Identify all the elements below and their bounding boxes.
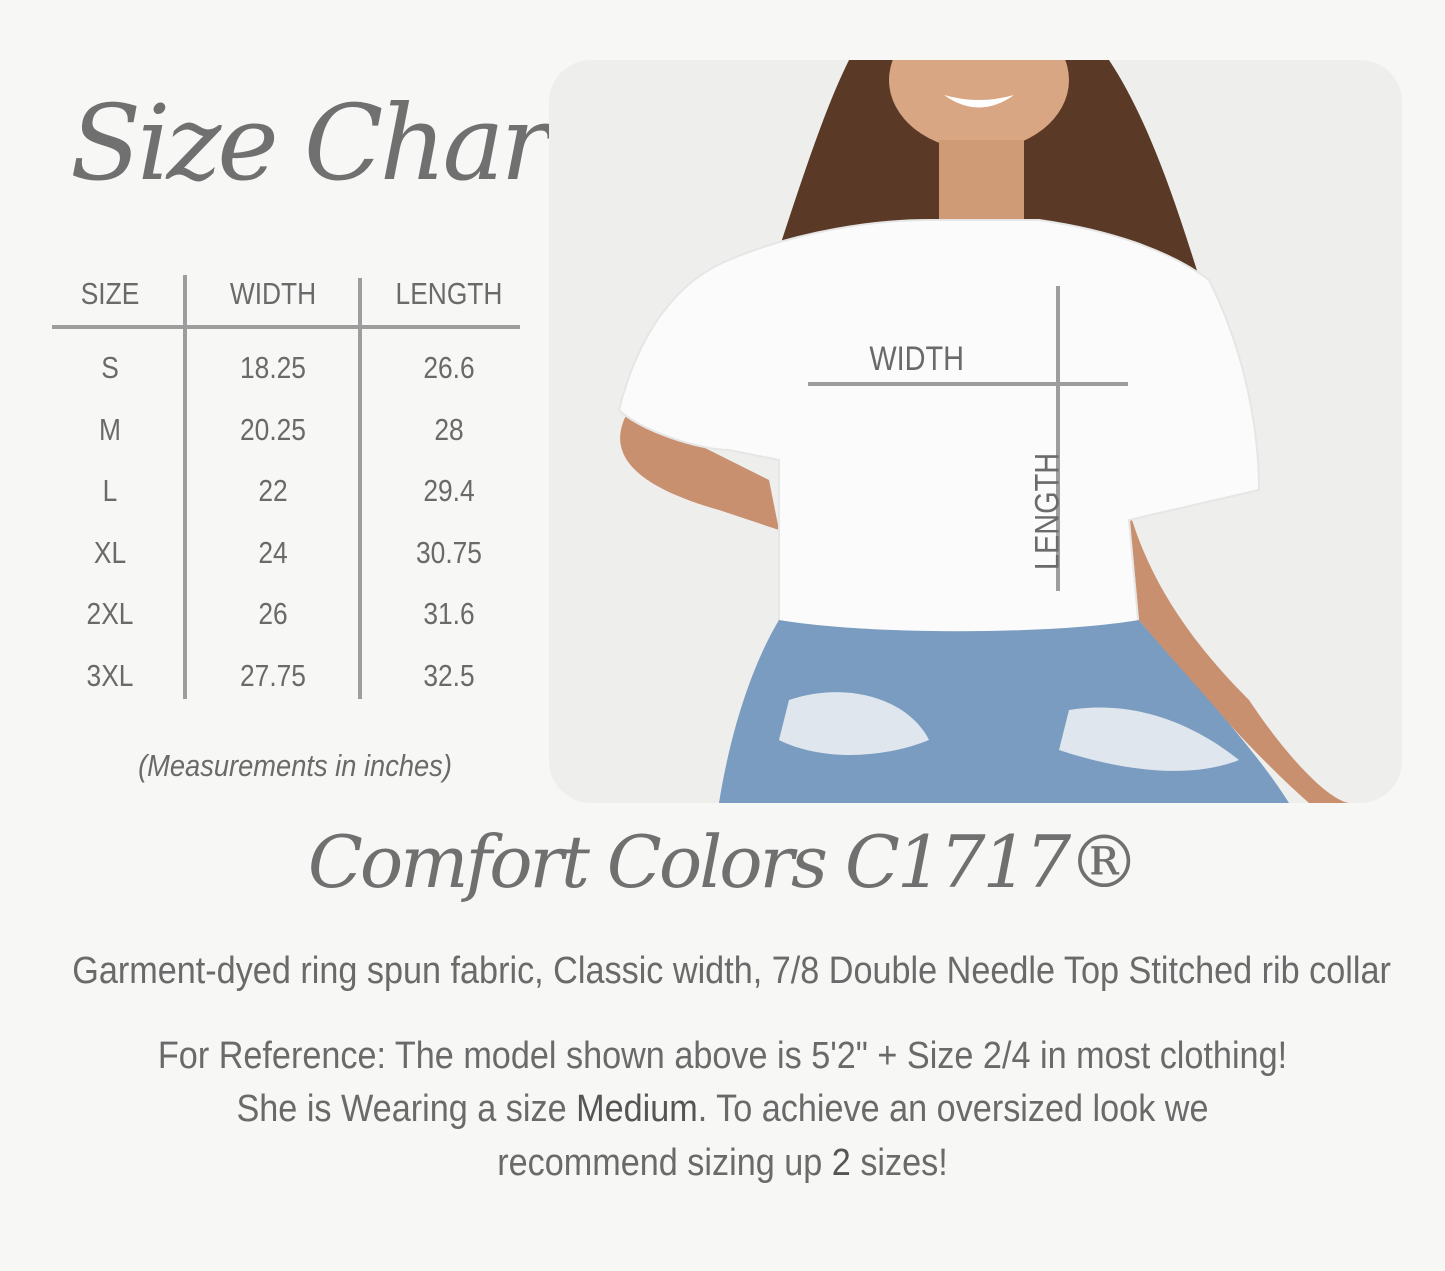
table-cell: 2XL bbox=[86, 596, 134, 632]
table-cell: 29.4 bbox=[423, 473, 475, 509]
table-cell: 24 bbox=[258, 534, 288, 570]
reference-count-bold: 2 bbox=[831, 1142, 851, 1184]
table-cell: XL bbox=[93, 534, 127, 570]
right-arm bbox=[1129, 510, 1349, 803]
table-cell: 26.6 bbox=[423, 350, 475, 385]
length-measure-line bbox=[1056, 286, 1060, 591]
column-divider-1 bbox=[183, 275, 187, 699]
reference-text: . To achieve an oversized look we bbox=[697, 1088, 1209, 1130]
reference-size-bold: Medium bbox=[576, 1088, 698, 1130]
table-cell: 18.25 bbox=[240, 350, 306, 385]
reference-text: recommend sizing up bbox=[497, 1142, 832, 1184]
table-cell: S bbox=[101, 350, 119, 385]
column-divider-2 bbox=[358, 278, 362, 699]
table-cell: 3XL bbox=[86, 658, 134, 693]
reference-text: sizes! bbox=[850, 1142, 948, 1184]
table-cell: L bbox=[102, 473, 118, 509]
table-cell: 22 bbox=[258, 473, 288, 509]
table-cell: M bbox=[99, 411, 121, 447]
header-size: SIZE bbox=[80, 276, 140, 311]
table-cell: 31.6 bbox=[423, 596, 475, 632]
measurements-note: (Measurements in inches) bbox=[138, 748, 452, 783]
t-shirt bbox=[617, 219, 1261, 639]
reference-line-3: recommend sizing up 2 sizes! bbox=[72, 1142, 1373, 1185]
header-width: WIDTH bbox=[229, 276, 317, 311]
table-cell: 20.25 bbox=[240, 411, 306, 447]
product-description: Garment-dyed ring spun fabric, Classic w… bbox=[72, 950, 1391, 992]
reference-line-2: She is Wearing a size Medium. To achieve… bbox=[72, 1088, 1373, 1131]
table-cell: 27.75 bbox=[240, 658, 306, 693]
length-label: LENGTH bbox=[1028, 452, 1067, 571]
model-photo: WIDTH LENGTH bbox=[549, 60, 1402, 803]
brand-title: Comfort Colors C1717® bbox=[307, 820, 1140, 904]
left-arm bbox=[620, 410, 779, 530]
header-divider bbox=[52, 325, 520, 329]
reference-text: She is Wearing a size bbox=[236, 1088, 577, 1130]
size-chart-title: Size Chart bbox=[70, 82, 588, 204]
neck bbox=[939, 140, 1024, 230]
table-cell: 28 bbox=[434, 411, 464, 447]
model-illustration bbox=[617, 60, 1349, 803]
table-cell: 30.75 bbox=[416, 534, 482, 570]
table-cell: 26 bbox=[258, 596, 288, 632]
smile bbox=[944, 95, 1014, 108]
reference-line-1: For Reference: The model shown above is … bbox=[157, 1035, 1288, 1077]
table-cell: 32.5 bbox=[423, 658, 475, 693]
width-measure-line bbox=[808, 382, 1128, 386]
width-label: WIDTH bbox=[869, 340, 965, 378]
header-length: LENGTH bbox=[395, 276, 503, 311]
